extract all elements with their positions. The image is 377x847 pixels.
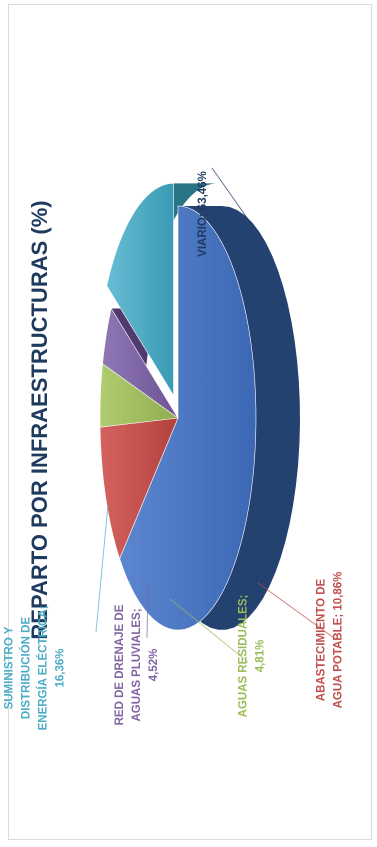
data-label-viario: VIARIO; 63,46% — [197, 171, 209, 257]
leader-line-4 — [146, 584, 149, 639]
data-label-abastecimiento-de-agua-potable: ABASTECIMIENTO DE AGUA POTABLE; 10,86% — [316, 572, 345, 709]
data-labels: VIARIO; 63,46% ABASTECIMIENTO DE AGUA POTA… — [4, 171, 345, 730]
chart-title: REPARTO POR INFRAESTRUCTURAS (%) — [27, 200, 52, 639]
data-label-line: AGUAS PLUVIALES; — [131, 608, 143, 721]
data-label-line: RED DE DRENAJE DE — [114, 604, 126, 725]
data-label-line: 4,81% — [255, 640, 267, 673]
data-label-suministro-y-distribuci-n-de-energ-a-el-ctrica: SUMINISTRO Y DISTRIBUCIÓN DE ENERGÍA ELÉCT… — [4, 606, 67, 731]
label-leader-lines — [95, 167, 335, 663]
data-label-line: AGUA POTABLE; 10,86% — [333, 572, 345, 709]
data-label-line: ENERGÍA ELÉCTRICA; — [37, 606, 50, 731]
data-label-red-de-drenaje-de-aguas-pluviales: RED DE DRENAJE DE AGUAS PLUVIALES; 4,52% — [114, 604, 160, 725]
data-label-aguas-residuales: AGUAS RESIDUALES; 4,81% — [238, 595, 267, 718]
pie-slices — [99, 183, 257, 631]
data-label-line: DISTRIBUCIÓN DE — [20, 617, 33, 720]
leader-line-5 — [95, 504, 109, 633]
pie-side-viario — [119, 206, 300, 630]
data-label-line: 16,36% — [55, 648, 67, 687]
data-label-line: VIARIO; 63,46% — [197, 171, 209, 257]
pie-slice-abastecimiento-de-agua-potable — [99, 417, 179, 560]
pie-slice-aguas-residuales — [99, 363, 179, 428]
data-label-line: AGUAS RESIDUALES; — [238, 595, 250, 718]
leader-line-2 — [257, 582, 335, 639]
pie-slice-red-de-drenaje-de-aguas-pluviales — [102, 307, 179, 419]
pie-slice-suministro-y-distribuci-n-de-energ-a-el-ctrica — [106, 183, 174, 397]
pie-slice-viario — [119, 205, 257, 631]
leader-line-3 — [169, 598, 249, 663]
data-label-line: SUMINISTRO Y — [4, 626, 16, 709]
data-label-line: ABASTECIMIENTO DE — [316, 578, 328, 701]
leader-line-1 — [211, 167, 258, 233]
data-label-line: 4,52% — [148, 649, 160, 682]
